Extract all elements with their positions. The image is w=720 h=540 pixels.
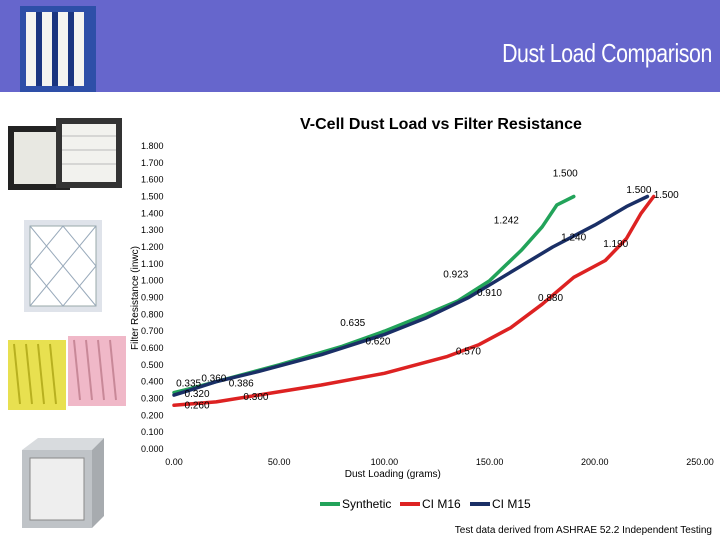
data-label: 0.635 [340, 318, 365, 329]
x-axis-ticks: 0.00 50.00 100.00 150.00 200.00 250.00 Dust Lo… [165, 457, 714, 480]
chart-title: V-Cell Dust Load vs Filter Resistance [300, 116, 582, 133]
data-label: 1.190 [603, 239, 628, 250]
x-tick-label: 150.00 [476, 457, 504, 467]
y-tick-label: 0.700 [141, 326, 164, 336]
y-tick-label: 0.300 [141, 394, 164, 404]
panel-filter-icon [8, 118, 122, 190]
data-label: 0.360 [201, 374, 226, 385]
y-tick-label: 1.100 [141, 259, 164, 269]
y-tick-label: 0.600 [141, 343, 164, 353]
legend-entry: Synthetic [342, 497, 391, 511]
series-line-ci-m16 [172, 194, 656, 407]
y-tick-label: 1.300 [141, 225, 164, 235]
data-label: 0.570 [456, 347, 481, 358]
box-filter-icon [22, 438, 104, 528]
y-axis-label-group: Filter Resistance (inwc) [130, 246, 141, 350]
data-label: 0.386 [229, 379, 254, 390]
data-label: 0.910 [477, 288, 502, 299]
legend-entry: CI M15 [492, 497, 531, 511]
x-tick-label: 100.00 [371, 457, 399, 467]
y-tick-label: 0.000 [141, 444, 164, 454]
v-cell-filter-icon [20, 6, 96, 92]
footnote: Test data derived from ASHRAE 52.2 Indep… [454, 525, 712, 536]
data-label: 1.242 [494, 215, 519, 226]
data-label: 1.500 [553, 168, 578, 179]
header-bar [0, 0, 720, 92]
y-tick-label: 1.200 [141, 242, 164, 252]
y-tick-label: 0.800 [141, 309, 164, 319]
x-tick-label: 200.00 [581, 457, 609, 467]
y-tick-label: 1.600 [141, 175, 164, 185]
page-title: Dust Load Comparison [502, 38, 712, 68]
y-tick-label: 1.800 [141, 141, 164, 151]
y-tick-label: 0.900 [141, 293, 164, 303]
y-axis-ticks: 0.000 0.100 0.200 0.300 0.400 0.500 0.600 0.700… [141, 141, 164, 454]
y-axis-label: Filter Resistance (inwc) [130, 246, 141, 350]
x-tick-label: 50.00 [268, 457, 291, 467]
y-tick-label: 1.000 [141, 276, 164, 286]
y-tick-label: 0.200 [141, 410, 164, 420]
y-tick-label: 1.500 [141, 192, 164, 202]
y-tick-label: 0.400 [141, 377, 164, 387]
data-label: 0.880 [538, 293, 563, 304]
data-label: 0.923 [443, 269, 468, 280]
series-line-ci-m15 [172, 194, 650, 397]
y-tick-label: 0.500 [141, 360, 164, 370]
bag-filter-icon [8, 336, 126, 410]
legend: Synthetic CI M16 CI M15 [320, 497, 531, 511]
x-tick-label: 250.00 [686, 457, 714, 467]
x-axis-label: Dust Loading (grams) [345, 469, 441, 480]
series-lines [172, 194, 656, 407]
data-label: 1.500 [654, 190, 679, 201]
data-label: 0.335 [176, 379, 201, 390]
x-tick-label: 0.00 [165, 457, 183, 467]
data-label: 0.320 [185, 389, 210, 400]
data-label: 0.300 [243, 392, 268, 403]
y-tick-label: 0.100 [141, 427, 164, 437]
y-tick-label: 1.700 [141, 158, 164, 168]
data-label: 0.260 [185, 401, 210, 412]
y-tick-label: 1.400 [141, 208, 164, 218]
legend-entry: CI M16 [422, 497, 461, 511]
data-label: 1.240 [561, 232, 586, 243]
data-label: 1.500 [626, 185, 651, 196]
data-label: 0.620 [365, 337, 390, 348]
data-labels: 0.335 0.360 0.386 0.320 0.300 0.260 0.6350.620… [176, 168, 679, 411]
sidebar [0, 0, 130, 540]
pleated-filter-icon [24, 220, 102, 312]
